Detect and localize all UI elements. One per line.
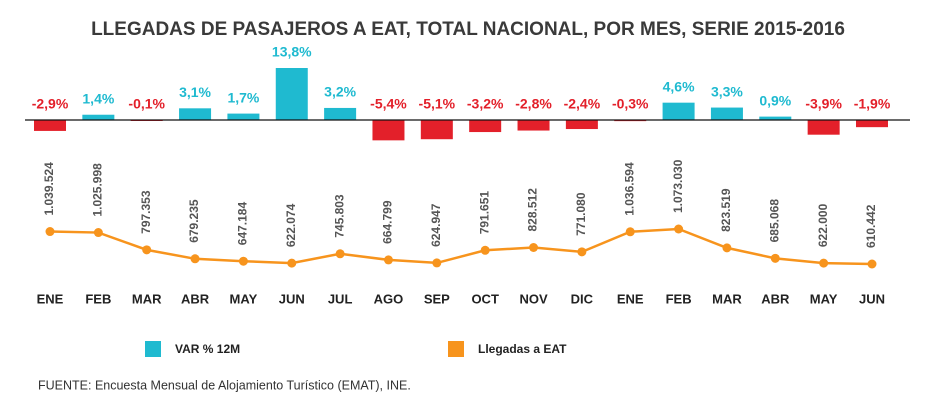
x-tick-label: DIC	[571, 291, 594, 306]
legend-swatch	[145, 341, 161, 357]
point-label: 685.068	[767, 199, 781, 243]
point-label: 1.025.998	[91, 163, 105, 217]
point-label: 791.651	[477, 191, 491, 235]
bar	[372, 120, 405, 141]
bar	[517, 120, 550, 131]
bar-label: -3,9%	[805, 96, 842, 112]
x-tick-label: MAR	[132, 291, 162, 306]
point	[93, 228, 103, 238]
x-tick-label: JUN	[279, 291, 305, 306]
point-label: 745.803	[332, 194, 346, 238]
bar	[275, 68, 308, 120]
bar	[34, 120, 66, 131]
bar	[324, 107, 357, 120]
point-label: 771.080	[574, 192, 588, 236]
bar	[227, 113, 260, 120]
bar-label: 0,9%	[759, 92, 791, 108]
line	[49, 227, 873, 266]
bar-label: -2,4%	[564, 96, 601, 112]
point-label: 679.235	[187, 199, 201, 243]
point	[770, 253, 780, 263]
legend-swatch	[448, 341, 464, 357]
x-tick-label: SEP	[424, 291, 450, 306]
bar-label: -2,9%	[32, 96, 69, 112]
bar	[856, 120, 888, 128]
x-tick-label: FEB	[85, 291, 111, 306]
point	[674, 224, 684, 234]
point	[287, 258, 297, 268]
bar	[710, 107, 743, 120]
x-tick-label: NOV	[519, 291, 548, 306]
bar-label: 13,8%	[272, 44, 312, 60]
bar	[662, 102, 695, 120]
point	[383, 255, 393, 265]
point-label: 1.036.594	[622, 162, 636, 216]
source: FUENTE: Encuesta Mensual de Alojamiento …	[38, 378, 411, 392]
point	[819, 258, 829, 268]
point-label: 664.799	[381, 200, 395, 244]
bar-label: 1,7%	[227, 89, 259, 105]
point	[867, 259, 877, 269]
bar-label: -3,2%	[467, 96, 504, 112]
point	[45, 227, 55, 237]
x-tick-label: ENE	[37, 291, 64, 306]
chart-title: LLEGADAS DE PASAJEROS A EAT, TOTAL NACIO…	[91, 19, 845, 40]
bar-label: -1,9%	[854, 96, 891, 112]
bar-label: -5,4%	[370, 96, 407, 112]
point-label: 1.039.524	[42, 162, 56, 216]
bar-label: 3,3%	[711, 83, 743, 99]
x-tick-label: MAR	[712, 291, 742, 306]
bar	[759, 116, 792, 120]
bar	[82, 114, 115, 120]
bar-label: -0,3%	[612, 96, 649, 112]
legend-label: VAR % 12M	[175, 342, 240, 356]
bar-label: 3,2%	[324, 84, 356, 100]
point-label: 624.947	[429, 203, 443, 247]
point	[625, 227, 635, 237]
x-tick-label: OCT	[471, 291, 499, 306]
point-label: 610.442	[864, 204, 878, 248]
x-tick-label: ABR	[761, 291, 790, 306]
point	[190, 254, 200, 264]
bar-label: -2,8%	[515, 96, 552, 112]
x-tick-label: FEB	[666, 291, 692, 306]
point-label: 823.519	[719, 188, 733, 232]
bar	[807, 120, 840, 135]
point	[335, 249, 345, 259]
bar	[469, 120, 502, 133]
x-tick-label: JUN	[859, 291, 885, 306]
x-tick-label: MAY	[810, 291, 838, 306]
bar-label: -5,1%	[419, 96, 456, 112]
point-label: 797.353	[139, 190, 153, 234]
x-tick-label: ENE	[617, 291, 644, 306]
legend-label: Llegadas a EAT	[478, 342, 567, 356]
x-tick-label: JUL	[328, 291, 353, 306]
x-tick-label: AGO	[374, 291, 404, 306]
bar	[179, 108, 212, 120]
point-label: 647.184	[236, 202, 250, 246]
bar-label: 4,6%	[663, 78, 695, 94]
x-tick-label: ABR	[181, 291, 210, 306]
point-label: 828.512	[526, 188, 540, 232]
point-label: 1.073.030	[671, 159, 685, 213]
point	[722, 243, 732, 253]
point	[142, 245, 152, 255]
point	[432, 258, 442, 268]
bar	[420, 120, 453, 140]
bar-label: 3,1%	[179, 84, 211, 100]
point	[529, 243, 539, 253]
point	[238, 256, 248, 266]
point	[480, 245, 490, 255]
point	[577, 247, 587, 257]
bar-label: 1,4%	[82, 90, 114, 106]
bar	[565, 120, 598, 130]
point-label: 622.000	[816, 203, 830, 247]
point-label: 622.074	[284, 203, 298, 247]
x-tick-label: MAY	[230, 291, 258, 306]
bar-label: -0,1%	[128, 96, 165, 112]
